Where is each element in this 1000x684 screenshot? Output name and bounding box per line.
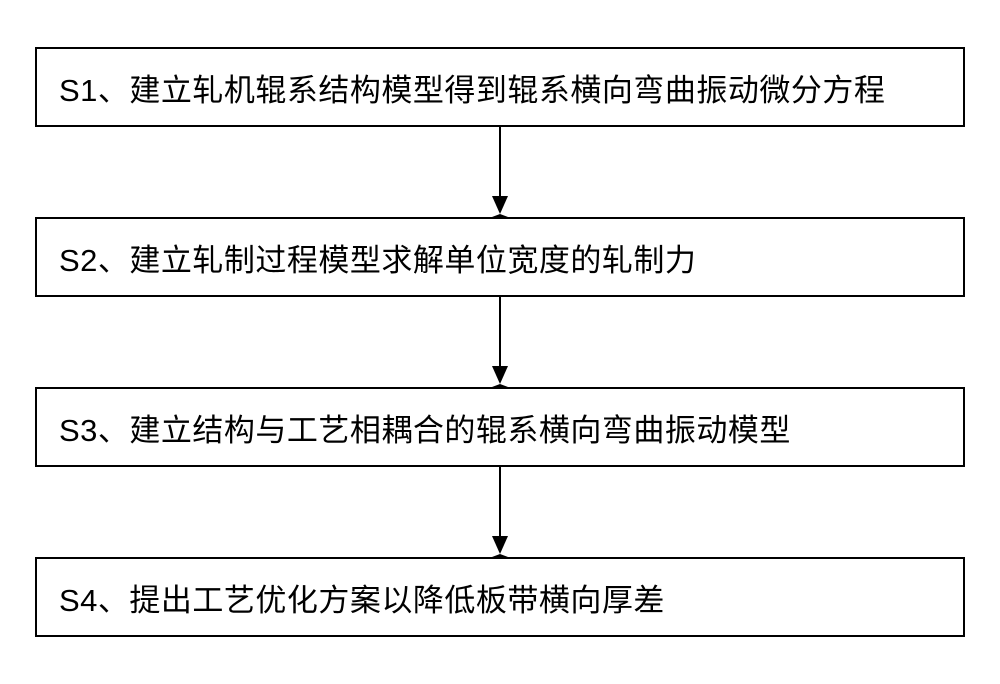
flowchart-container: S1、建立轧机辊系结构模型得到辊系横向弯曲振动微分方程 S2、建立轧制过程模型求… — [30, 47, 970, 637]
step-label: S3、建立结构与工艺相耦合的辊系横向弯曲振动模型 — [59, 405, 791, 450]
step-label: S4、提出工艺优化方案以降低板带横向厚差 — [59, 575, 665, 620]
step-box-s1: S1、建立轧机辊系结构模型得到辊系横向弯曲振动微分方程 — [35, 47, 965, 127]
arrow-s2-s3 — [492, 297, 508, 387]
step-box-s3: S3、建立结构与工艺相耦合的辊系横向弯曲振动模型 — [35, 387, 965, 467]
arrow-s3-s4 — [492, 467, 508, 557]
step-label: S2、建立轧制过程模型求解单位宽度的轧制力 — [59, 235, 696, 280]
arrow-s1-s2 — [492, 127, 508, 217]
step-box-s2: S2、建立轧制过程模型求解单位宽度的轧制力 — [35, 217, 965, 297]
step-box-s4: S4、提出工艺优化方案以降低板带横向厚差 — [35, 557, 965, 637]
step-label: S1、建立轧机辊系结构模型得到辊系横向弯曲振动微分方程 — [59, 65, 885, 110]
